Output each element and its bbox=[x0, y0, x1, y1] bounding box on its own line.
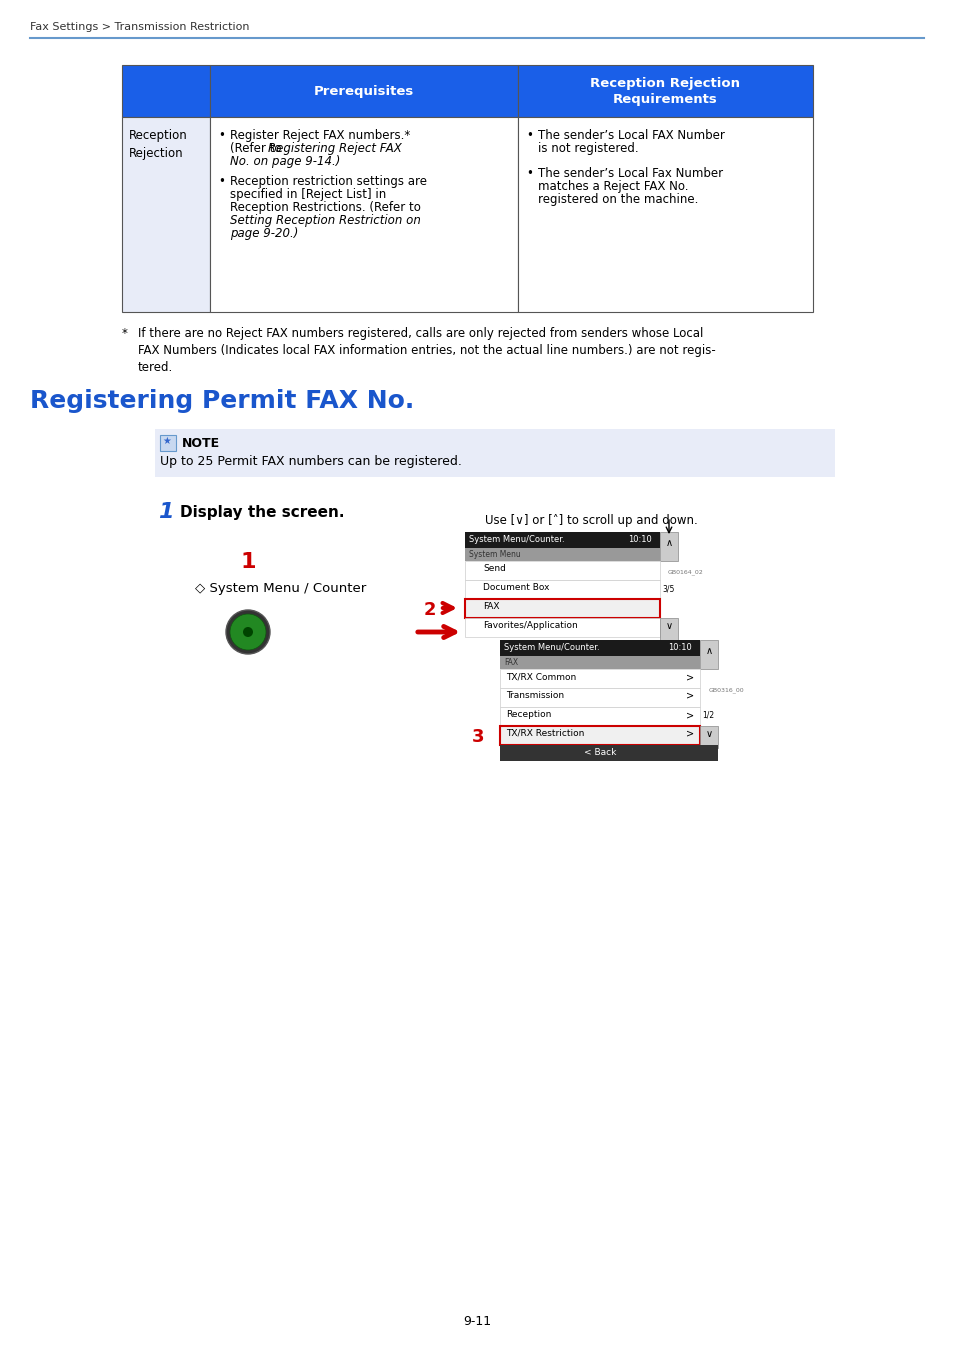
Text: TX/RX Common: TX/RX Common bbox=[505, 672, 576, 680]
Text: ∨: ∨ bbox=[665, 621, 672, 630]
Bar bbox=[499, 670, 700, 688]
Text: ★: ★ bbox=[162, 436, 171, 446]
Text: Registering Reject FAX: Registering Reject FAX bbox=[268, 142, 401, 155]
Text: The sender’s Local Fax Number: The sender’s Local Fax Number bbox=[537, 167, 722, 180]
Text: System Menu/Counter.: System Menu/Counter. bbox=[469, 535, 564, 544]
Bar bbox=[122, 117, 210, 312]
Text: The sender’s Local FAX Number: The sender’s Local FAX Number bbox=[537, 130, 724, 142]
Bar bbox=[659, 532, 678, 562]
Text: Reception Restrictions. (Refer to: Reception Restrictions. (Refer to bbox=[230, 201, 420, 215]
Text: Prerequisites: Prerequisites bbox=[314, 85, 414, 97]
Text: ∧: ∧ bbox=[704, 647, 712, 656]
Bar bbox=[464, 532, 659, 548]
Bar bbox=[464, 548, 659, 562]
Text: TX/RX Restriction: TX/RX Restriction bbox=[505, 729, 584, 738]
Text: *: * bbox=[122, 327, 128, 340]
Text: Registering Permit FAX No.: Registering Permit FAX No. bbox=[30, 389, 414, 413]
Bar bbox=[464, 618, 659, 637]
Text: ∨: ∨ bbox=[704, 729, 712, 738]
Bar bbox=[122, 65, 210, 117]
Text: Use [∨] or [˄] to scroll up and down.: Use [∨] or [˄] to scroll up and down. bbox=[484, 514, 697, 526]
Text: registered on the machine.: registered on the machine. bbox=[537, 193, 698, 207]
Text: Reception Rejection
Requirements: Reception Rejection Requirements bbox=[590, 77, 740, 105]
Text: is not registered.: is not registered. bbox=[537, 142, 638, 155]
Text: •: • bbox=[525, 130, 533, 142]
Bar bbox=[464, 599, 659, 618]
Text: 1: 1 bbox=[158, 502, 173, 522]
Text: GB0316_00: GB0316_00 bbox=[707, 687, 743, 693]
Text: 1/2: 1/2 bbox=[701, 710, 714, 720]
Text: >: > bbox=[685, 691, 694, 701]
Text: Transmission: Transmission bbox=[505, 691, 563, 701]
Text: FAX: FAX bbox=[503, 657, 517, 667]
Bar bbox=[210, 117, 517, 312]
Text: matches a Reject FAX No.: matches a Reject FAX No. bbox=[537, 180, 688, 193]
Text: 3: 3 bbox=[471, 728, 484, 747]
Text: •: • bbox=[218, 176, 225, 188]
Bar bbox=[700, 726, 718, 748]
Text: System Menu/Counter.: System Menu/Counter. bbox=[503, 643, 599, 652]
Text: < Back: < Back bbox=[583, 748, 616, 757]
Bar bbox=[700, 640, 718, 670]
Text: (Refer to: (Refer to bbox=[230, 142, 285, 155]
Text: Up to 25 Permit FAX numbers can be registered.: Up to 25 Permit FAX numbers can be regis… bbox=[160, 455, 461, 468]
Text: >: > bbox=[685, 672, 694, 682]
Text: 3/5: 3/5 bbox=[661, 585, 674, 594]
Text: 2: 2 bbox=[423, 601, 436, 620]
Text: >: > bbox=[685, 710, 694, 720]
Text: FAX: FAX bbox=[482, 602, 499, 612]
Text: Reception restriction settings are: Reception restriction settings are bbox=[230, 176, 427, 188]
Text: 10:10: 10:10 bbox=[667, 643, 691, 652]
Bar bbox=[464, 562, 659, 580]
Bar bbox=[659, 618, 678, 640]
Text: ◇ System Menu / Counter: ◇ System Menu / Counter bbox=[194, 582, 366, 595]
Text: Document Box: Document Box bbox=[482, 583, 549, 593]
Bar bbox=[154, 429, 834, 477]
Bar bbox=[464, 580, 659, 599]
Bar bbox=[517, 65, 812, 117]
Text: 10:10: 10:10 bbox=[627, 535, 651, 544]
Text: specified in [Reject List] in: specified in [Reject List] in bbox=[230, 188, 386, 201]
Text: System Menu: System Menu bbox=[469, 549, 520, 559]
Text: page 9-20.): page 9-20.) bbox=[230, 227, 298, 240]
Text: 1: 1 bbox=[240, 552, 255, 572]
Bar bbox=[499, 745, 718, 761]
Bar bbox=[499, 688, 700, 707]
Text: Favorites/Application: Favorites/Application bbox=[482, 621, 578, 630]
Circle shape bbox=[230, 614, 266, 649]
Circle shape bbox=[226, 610, 270, 653]
Bar bbox=[517, 117, 812, 312]
Text: If there are no Reject FAX numbers registered, calls are only rejected from send: If there are no Reject FAX numbers regis… bbox=[138, 327, 715, 374]
Text: 9-11: 9-11 bbox=[462, 1315, 491, 1328]
Text: Register Reject FAX numbers.*: Register Reject FAX numbers.* bbox=[230, 130, 410, 142]
Text: No. on page 9-14.): No. on page 9-14.) bbox=[230, 155, 340, 167]
Text: •: • bbox=[525, 167, 533, 180]
Text: Send: Send bbox=[482, 564, 505, 572]
Bar bbox=[160, 435, 175, 451]
Text: Reception: Reception bbox=[505, 710, 551, 720]
Text: NOTE: NOTE bbox=[182, 437, 220, 450]
Text: GB0164_02: GB0164_02 bbox=[667, 570, 703, 575]
Text: ∧: ∧ bbox=[665, 539, 672, 548]
Text: Display the screen.: Display the screen. bbox=[180, 505, 344, 520]
Bar bbox=[499, 640, 700, 656]
Bar bbox=[499, 656, 700, 670]
Bar bbox=[499, 726, 700, 745]
Text: •: • bbox=[218, 130, 225, 142]
Circle shape bbox=[243, 626, 253, 637]
Bar bbox=[499, 707, 700, 726]
Text: Reception
Rejection: Reception Rejection bbox=[129, 130, 188, 161]
Text: Setting Reception Restriction on: Setting Reception Restriction on bbox=[230, 215, 420, 227]
Text: >: > bbox=[685, 729, 694, 738]
Text: Fax Settings > Transmission Restriction: Fax Settings > Transmission Restriction bbox=[30, 22, 250, 32]
Bar bbox=[210, 65, 517, 117]
